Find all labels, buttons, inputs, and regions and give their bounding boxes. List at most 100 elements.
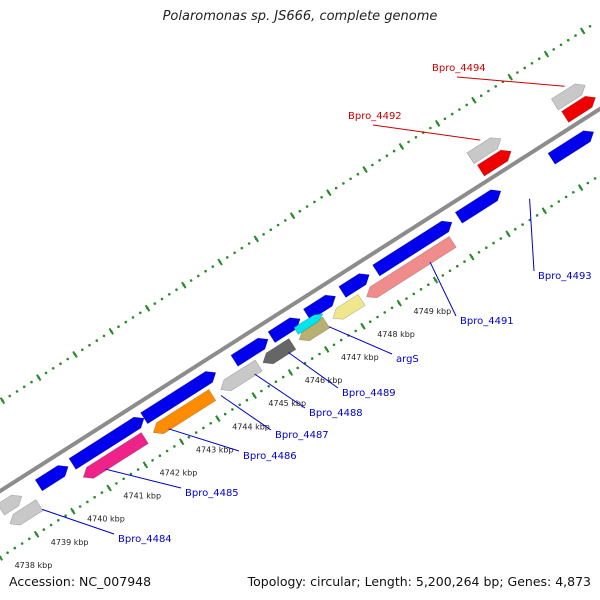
- ring-dot: [487, 89, 490, 93]
- ring-dot: [339, 338, 343, 342]
- ring-dot: [593, 177, 597, 180]
- gene-pink: [82, 432, 149, 479]
- ring-dash: [398, 142, 405, 150]
- ring-dot: [572, 191, 575, 194]
- ring-dot: [93, 495, 96, 499]
- ring-dot: [550, 204, 553, 208]
- ring-dash: [543, 50, 550, 58]
- ring-dot: [419, 288, 423, 291]
- ring-dot: [240, 246, 244, 250]
- ring-dot: [49, 523, 53, 527]
- ring-dot: [574, 34, 577, 37]
- ring-dash: [215, 415, 221, 423]
- ring-dot: [20, 542, 24, 545]
- backbone-line: [0, 106, 600, 494]
- gene-khaki: [332, 293, 366, 320]
- ring-dot: [356, 172, 360, 176]
- ring-dot: [6, 551, 9, 554]
- gene-4494-red: [561, 95, 596, 123]
- ring-dot: [231, 408, 234, 411]
- gene-4492-gray: [466, 137, 502, 165]
- ring-dot: [115, 482, 118, 485]
- ring-dot: [223, 412, 227, 416]
- ring-dot: [494, 85, 498, 88]
- ring-dash: [579, 27, 586, 35]
- ring-dot: [175, 288, 178, 292]
- tick-label: 4739 kbp: [51, 538, 89, 547]
- ring-dot: [8, 394, 11, 398]
- ring-dot: [305, 205, 309, 208]
- ring-dot: [13, 546, 17, 550]
- ring-dot: [371, 163, 374, 167]
- tick-label: 4745 kbp: [268, 399, 306, 408]
- leader-line: [456, 76, 565, 87]
- gene-features: [0, 83, 596, 526]
- ring-dot: [368, 320, 372, 324]
- gene-4491: [454, 189, 502, 224]
- gene-4485: [140, 371, 217, 425]
- ring-dash: [144, 304, 151, 312]
- ring-dash: [142, 461, 149, 469]
- ring-dot: [320, 196, 323, 199]
- ring-dot: [463, 260, 466, 263]
- ring-dot: [81, 348, 84, 352]
- ring-dot: [245, 398, 249, 402]
- ring-dot: [427, 283, 430, 287]
- gene-4490a: [372, 220, 453, 277]
- ring-dot: [412, 292, 416, 296]
- ring-dash: [362, 166, 368, 174]
- ring-dot: [499, 237, 503, 240]
- ring-dot: [407, 140, 410, 144]
- ring-dot: [57, 519, 60, 522]
- ring-dash: [0, 555, 4, 561]
- ring-dot: [429, 126, 432, 130]
- gene-4489a: [338, 273, 370, 298]
- ring-dot: [537, 57, 541, 60]
- ring-dot: [42, 528, 46, 531]
- ring-dot: [284, 219, 287, 222]
- ring-dash: [471, 96, 477, 104]
- ring-dot: [588, 25, 592, 28]
- leader-line: [168, 428, 240, 452]
- ring-dot: [586, 181, 590, 185]
- ring-dot: [102, 334, 106, 338]
- gene-4484b: [68, 416, 145, 470]
- ring-dot: [28, 537, 31, 541]
- ring-dot: [566, 38, 570, 42]
- ring-dot: [211, 265, 215, 268]
- ring-dot: [153, 302, 157, 305]
- ring-dot: [521, 223, 524, 226]
- gene-label-bpro_4494: Bpro_4494: [432, 63, 486, 74]
- ring-dot: [281, 375, 285, 379]
- ring-dot: [535, 214, 539, 217]
- tick-label: 4746 kbp: [305, 376, 343, 385]
- ring-dot: [139, 311, 142, 315]
- ring-dash: [108, 327, 114, 335]
- ring-dot: [450, 112, 454, 116]
- ring-dot: [15, 390, 19, 393]
- ring-dash: [541, 207, 548, 215]
- ring-dash: [106, 484, 112, 492]
- gene-orange: [152, 389, 217, 435]
- ring-dot: [448, 269, 452, 273]
- ring-dot: [136, 468, 140, 471]
- ring-dot: [318, 352, 321, 356]
- tick-label: 4744 kbp: [232, 422, 270, 431]
- ring-dot: [390, 306, 394, 310]
- ring-dot: [165, 449, 169, 453]
- ring-dot: [354, 329, 358, 333]
- ring-dot: [385, 154, 389, 157]
- ring-dash: [253, 235, 260, 243]
- ring-dot: [233, 251, 236, 255]
- ring-dot: [131, 316, 135, 319]
- ring-dot: [310, 357, 314, 360]
- ring-dot: [557, 200, 561, 203]
- ring-dot: [392, 149, 396, 153]
- tick-label: 4748 kbp: [377, 330, 415, 339]
- ring-dot: [122, 477, 125, 481]
- ring-dot: [441, 274, 445, 277]
- tick-label: 4743 kbp: [196, 445, 234, 454]
- leader-line: [429, 261, 457, 317]
- tick-label: 4749 kbp: [414, 307, 452, 316]
